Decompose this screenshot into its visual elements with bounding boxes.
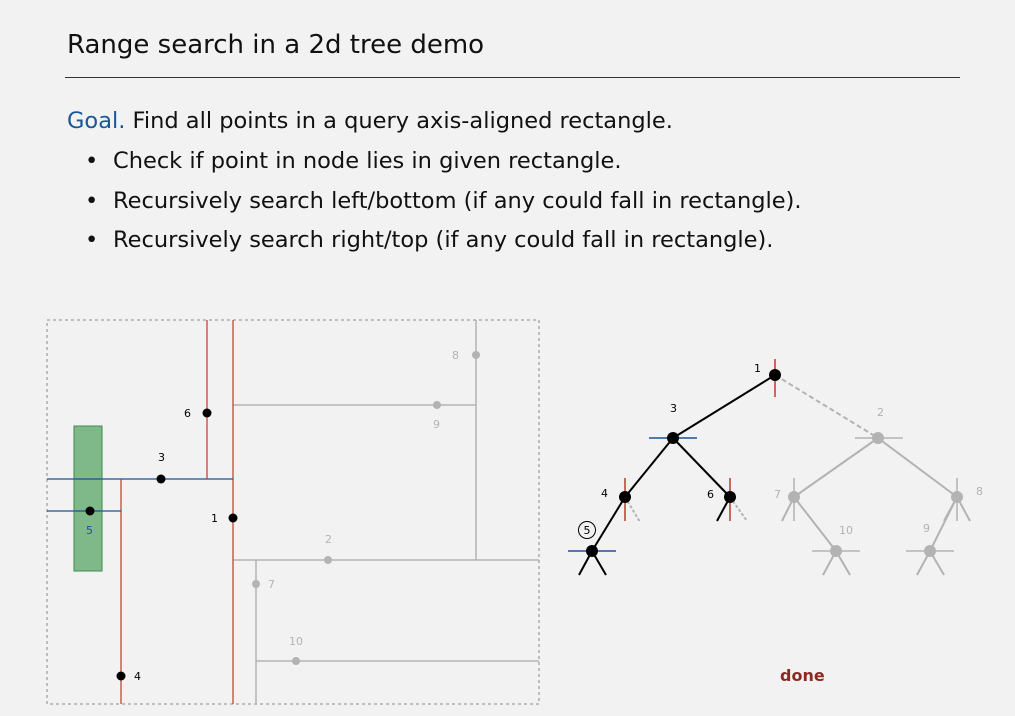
tree-label-6: 6 <box>707 488 714 501</box>
query-rectangle <box>73 425 103 572</box>
plane-panel: 2 7 8 9 10 1 3 4 5 6 <box>46 319 540 705</box>
plane-point-8 <box>472 351 480 359</box>
tree-node-1 <box>769 369 781 381</box>
tree-edge-2-7 <box>793 437 879 498</box>
plane-label-3: 3 <box>158 451 165 464</box>
plane-label-2: 2 <box>325 533 332 546</box>
bullet-dot-icon: • <box>85 227 99 253</box>
tree-label-7: 7 <box>774 488 781 501</box>
bullet-item: • Check if point in node lies in given re… <box>85 145 802 185</box>
tree-label-5: 5 <box>584 524 591 537</box>
bullet-text: Recursively search right/top (if any cou… <box>113 227 774 253</box>
plane-label-7: 7 <box>268 578 275 591</box>
tree-label-9: 9 <box>923 522 930 535</box>
tree-label-8: 8 <box>976 485 983 498</box>
bullet-text: Recursively search left/bottom (if any c… <box>113 187 802 214</box>
plane-point-10 <box>292 657 300 665</box>
page-title: Range search in a 2d tree demo <box>67 30 485 60</box>
tree-node-2 <box>872 432 884 444</box>
plane-point-6 <box>202 408 212 418</box>
plane-label-9: 9 <box>433 418 440 431</box>
plane-point-7 <box>252 580 260 588</box>
tree-node-7 <box>788 491 800 503</box>
plane-label-8: 8 <box>452 349 459 362</box>
tree-panel: 2 7 8 10 9 1 3 4 6 5 <box>568 359 983 576</box>
bullet-dot-icon: • <box>85 187 99 214</box>
plane-frame <box>46 319 540 705</box>
tree-edge-2-8 <box>877 437 958 498</box>
tree-label-4: 4 <box>601 487 608 500</box>
goal-statement: Goal. Find all points in a query axis-al… <box>67 108 673 134</box>
tree-edge-1-3 <box>672 374 776 439</box>
tree-label-3: 3 <box>670 402 677 415</box>
tree-label-2: 2 <box>877 406 884 419</box>
bullet-text: Check if point in node lies in given rec… <box>113 148 622 174</box>
tree-edge-3-6 <box>672 437 731 498</box>
tree-node-10 <box>830 545 842 557</box>
tree-node-3 <box>667 432 679 444</box>
found-node-marker <box>578 521 596 539</box>
plane-point-9 <box>433 401 441 409</box>
tree-edge-1-2 <box>774 374 879 439</box>
tree-node-8 <box>951 491 963 503</box>
goal-keyword: Goal. <box>67 108 126 134</box>
plane-point-5 <box>85 506 95 516</box>
plane-point-4 <box>116 671 126 681</box>
plane-point-1 <box>228 513 238 523</box>
plane-label-6: 6 <box>184 407 191 420</box>
plane-point-3 <box>156 474 166 484</box>
tree-label-1: 1 <box>754 362 761 375</box>
goal-text: Find all points in a query axis-aligned … <box>125 108 673 134</box>
tree-node-4 <box>619 491 631 503</box>
tree-edge-3-4 <box>624 437 674 498</box>
plane-label-10: 10 <box>289 635 303 648</box>
tree-label-10: 10 <box>839 524 853 537</box>
tree-node-5 <box>586 545 598 557</box>
status-label: done <box>780 666 825 685</box>
title-divider <box>65 77 960 78</box>
bullet-item: • Recursively search left/bottom (if any … <box>85 185 802 225</box>
tree-node-6 <box>724 491 736 503</box>
plane-point-2 <box>324 556 332 564</box>
plane-label-5: 5 <box>86 524 93 537</box>
tree-node-9 <box>924 545 936 557</box>
bullet-dot-icon: • <box>85 148 99 174</box>
bullet-item: • Recursively search right/top (if any co… <box>85 224 802 264</box>
plane-label-4: 4 <box>134 670 141 683</box>
tree-edge-7-10 <box>793 496 837 552</box>
plane-label-1: 1 <box>211 512 218 525</box>
bullet-list: • Check if point in node lies in given re… <box>85 145 802 264</box>
tree-edge-4-5 <box>591 496 626 552</box>
